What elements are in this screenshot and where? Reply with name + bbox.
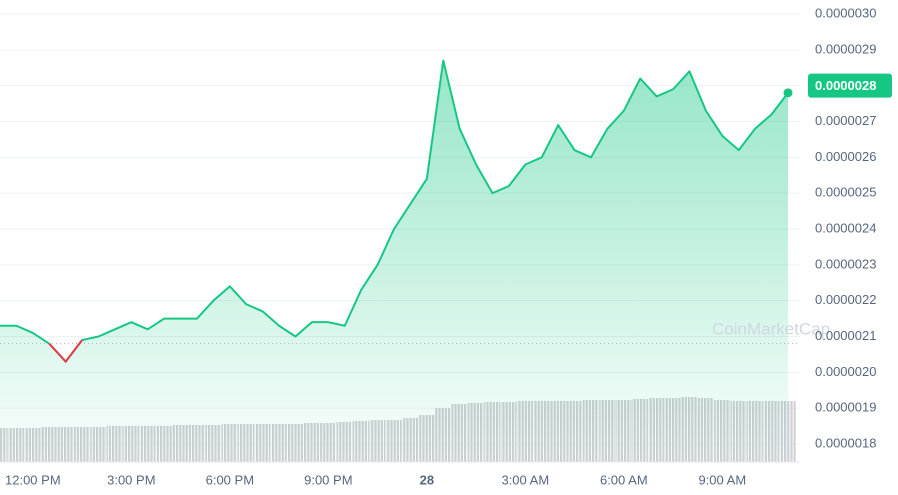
x-tick-label: 12:00 PM [5, 472, 61, 487]
y-tick-label: 0.0000026 [815, 149, 876, 164]
y-tick-label: 0.0000018 [815, 435, 876, 450]
x-tick-label: 3:00 PM [107, 472, 155, 487]
y-tick-label: 0.0000024 [815, 220, 876, 235]
y-tick-label: 0.0000023 [815, 256, 876, 271]
price-badge-label: 0.0000028 [815, 78, 876, 93]
y-tick-label: 0.0000022 [815, 292, 876, 307]
y-tick-label: 0.0000030 [815, 5, 876, 20]
y-tick-label: 0.0000021 [815, 328, 876, 343]
x-tick-label: 6:00 AM [600, 472, 648, 487]
y-tick-label: 0.0000020 [815, 364, 876, 379]
y-tick-label: 0.0000027 [815, 113, 876, 128]
x-tick-label: 3:00 AM [501, 472, 549, 487]
price-badge [808, 73, 892, 98]
y-tick-label: 0.0000019 [815, 400, 876, 415]
x-tick-label: 9:00 AM [698, 472, 746, 487]
x-tick-label: 9:00 PM [304, 472, 352, 487]
y-tick-label: 0.0000029 [815, 41, 876, 56]
x-tick-label: 28 [420, 472, 434, 487]
last-point [783, 88, 793, 98]
price-area [0, 60, 788, 462]
watermark: CoinMarketCap [712, 319, 830, 338]
y-tick-label: 0.0000025 [815, 185, 876, 200]
price-line-below [48, 339, 83, 364]
x-tick-label: 6:00 PM [206, 472, 254, 487]
price-line [0, 59, 789, 363]
plot [0, 59, 800, 462]
